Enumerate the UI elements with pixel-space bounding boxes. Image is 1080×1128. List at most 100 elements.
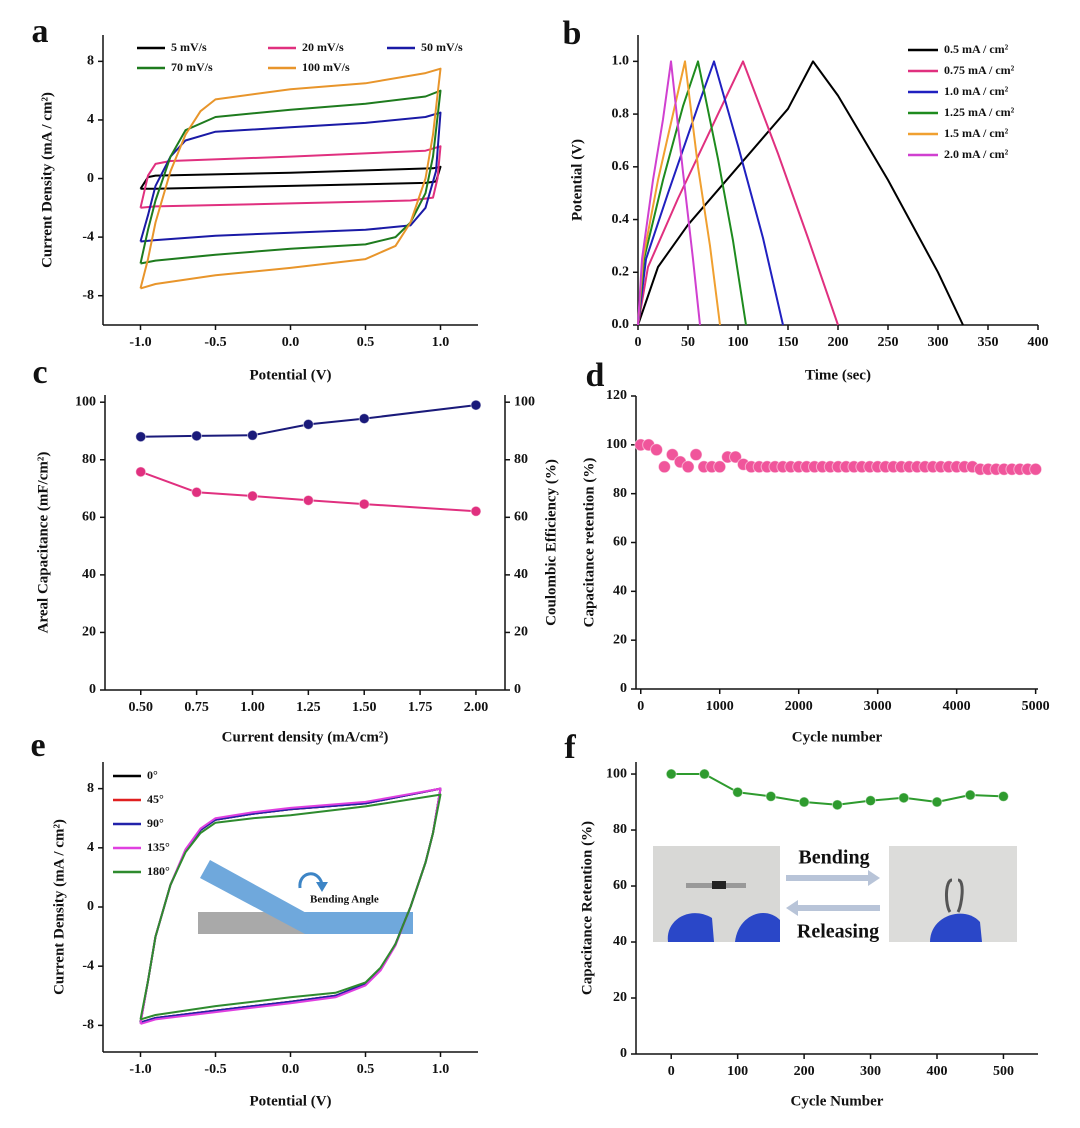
y-axis-title: Areal Capacitance (mF/cm²) bbox=[35, 452, 51, 634]
x-tick-label: 400 bbox=[1028, 335, 1049, 350]
x-tick-label: -1.0 bbox=[129, 335, 151, 350]
x-tick-label: 4000 bbox=[943, 699, 971, 714]
legend-label: 90° bbox=[147, 816, 164, 830]
panel-label: a bbox=[32, 13, 49, 50]
y-tick-label: 0.6 bbox=[612, 159, 630, 174]
marker bbox=[358, 413, 370, 425]
legend-label: 1.0 mA / cm² bbox=[944, 84, 1009, 98]
legend-label: 2.0 mA / cm² bbox=[944, 147, 1009, 161]
x-axis-title: Potential (V) bbox=[249, 1093, 331, 1109]
marker bbox=[681, 460, 695, 474]
x-axis-title: Potential (V) bbox=[249, 367, 331, 383]
x-tick-label: 200 bbox=[828, 335, 849, 350]
legend-label: 50 mV/s bbox=[421, 40, 463, 54]
x-tick-label: 5000 bbox=[1022, 699, 1050, 714]
bending-diagram: Bending Angle bbox=[198, 860, 413, 934]
legend-label: 0.75 mA / cm² bbox=[944, 63, 1015, 77]
panel-label: d bbox=[586, 357, 605, 394]
legend-label: 135° bbox=[147, 840, 170, 854]
marker bbox=[865, 795, 877, 807]
y-tick-label: 20 bbox=[613, 632, 627, 647]
x-tick-label: 0.75 bbox=[184, 700, 209, 715]
y-tick-label: 60 bbox=[613, 878, 627, 893]
x-axis-title: Time (sec) bbox=[805, 367, 871, 383]
x-tick-label: 0.0 bbox=[282, 335, 300, 350]
y2-tick-label: 60 bbox=[514, 510, 528, 525]
marker bbox=[135, 431, 147, 443]
legend-label: 5 mV/s bbox=[171, 40, 207, 54]
y-tick-label: 0.4 bbox=[612, 212, 630, 227]
x-tick-label: 0.5 bbox=[357, 1062, 375, 1077]
marker bbox=[470, 399, 482, 411]
marker bbox=[765, 790, 777, 802]
arrow-right bbox=[786, 870, 880, 886]
legend-label: 180° bbox=[147, 864, 170, 878]
legend-label: 1.5 mA / cm² bbox=[944, 126, 1009, 140]
annotation: Bending Angle bbox=[310, 894, 379, 906]
y-tick-label: 0.0 bbox=[612, 317, 630, 332]
y2-tick-label: 80 bbox=[514, 452, 528, 467]
y-tick-label: 100 bbox=[75, 394, 96, 409]
y-axis-title: Potential (V) bbox=[569, 139, 585, 221]
marker bbox=[713, 460, 727, 474]
marker bbox=[732, 786, 744, 798]
series-line bbox=[140, 470, 476, 513]
marker bbox=[831, 799, 843, 811]
marker bbox=[657, 460, 671, 474]
y2-tick-label: 20 bbox=[514, 625, 528, 640]
marker bbox=[931, 796, 943, 808]
bent-device bbox=[945, 878, 964, 913]
flat-strip bbox=[305, 912, 413, 934]
y-tick-label: 0 bbox=[87, 899, 94, 914]
x-tick-label: 1.50 bbox=[352, 700, 377, 715]
marker bbox=[470, 505, 482, 517]
x-tick-label: 0.0 bbox=[282, 1062, 300, 1077]
legend-label: 0° bbox=[147, 768, 158, 782]
y-tick-label: 4 bbox=[87, 840, 94, 855]
x-tick-label: 3000 bbox=[864, 699, 892, 714]
y-tick-label: 0 bbox=[620, 681, 627, 696]
x-tick-label: -0.5 bbox=[204, 1062, 226, 1077]
x-tick-label: -0.5 bbox=[204, 335, 226, 350]
y-tick-label: -4 bbox=[82, 958, 94, 973]
panel-label: f bbox=[564, 729, 576, 766]
legend-label: 1.25 mA / cm² bbox=[944, 105, 1015, 119]
y-tick-label: -8 bbox=[82, 288, 94, 303]
annotation: Bending bbox=[798, 847, 869, 869]
y-tick-label: 80 bbox=[613, 486, 627, 501]
y-axis-title: Capacitance retention (%) bbox=[581, 458, 597, 628]
series-line bbox=[637, 60, 701, 326]
y-tick-label: -4 bbox=[82, 229, 94, 244]
y-tick-label: 0.8 bbox=[612, 106, 630, 121]
panel-label: e bbox=[30, 727, 45, 764]
x-tick-label: -1.0 bbox=[129, 1062, 151, 1077]
panel-label: b bbox=[563, 15, 582, 52]
y-tick-label: 4 bbox=[87, 112, 94, 127]
x-tick-label: 1.0 bbox=[432, 1062, 450, 1077]
y-tick-label: 100 bbox=[606, 437, 627, 452]
bending-photos: Bending Releasing bbox=[653, 846, 1017, 943]
y-tick-label: 60 bbox=[82, 510, 96, 525]
x-tick-label: 300 bbox=[860, 1064, 881, 1079]
y-tick-label: 0 bbox=[89, 682, 96, 697]
marker bbox=[135, 466, 147, 478]
bend-arrow bbox=[298, 872, 324, 889]
series-line bbox=[139, 89, 442, 265]
legend-label: 45° bbox=[147, 792, 164, 806]
glove bbox=[667, 913, 714, 942]
series-line bbox=[139, 165, 442, 190]
series-line bbox=[637, 60, 721, 326]
y-tick-label: 80 bbox=[82, 452, 96, 467]
marker bbox=[191, 430, 203, 442]
x-tick-label: 2000 bbox=[785, 699, 813, 714]
marker bbox=[246, 490, 258, 502]
marker bbox=[191, 486, 203, 498]
legend-label: 0.5 mA / cm² bbox=[944, 42, 1009, 56]
series-line bbox=[139, 793, 442, 1021]
x-tick-label: 50 bbox=[681, 335, 695, 350]
x-tick-label: 200 bbox=[794, 1064, 815, 1079]
marker bbox=[698, 768, 710, 780]
marker bbox=[689, 448, 703, 462]
